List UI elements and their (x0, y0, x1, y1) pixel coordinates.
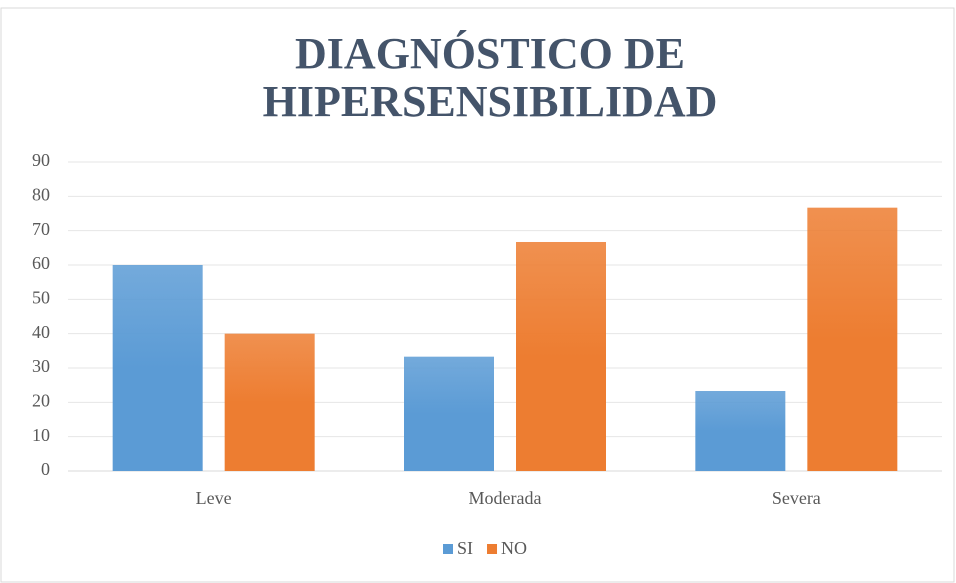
y-tick-label: 0 (41, 459, 50, 479)
bar (404, 356, 494, 471)
legend-label: SI (457, 538, 473, 558)
bar (224, 333, 315, 471)
chart-title: HIPERSENSIBILIDAD (263, 77, 718, 126)
y-tick-label: 80 (32, 184, 50, 204)
y-tick-label: 50 (32, 287, 50, 307)
y-tick-label: 60 (32, 253, 50, 273)
y-tick-label: 90 (32, 150, 50, 170)
y-tick-label: 10 (32, 425, 50, 445)
y-tick-label: 70 (32, 219, 50, 239)
chart-title: DIAGNÓSTICO DE (295, 29, 685, 78)
bar (112, 265, 203, 471)
bar (807, 207, 898, 471)
y-tick-label: 40 (32, 322, 50, 342)
bar (695, 391, 786, 471)
legend-swatch (487, 544, 498, 554)
bar (516, 241, 606, 471)
x-tick-label: Moderada (469, 488, 542, 508)
x-tick-label: Leve (196, 488, 232, 508)
y-tick-label: 30 (32, 356, 50, 376)
x-tick-label: Severa (772, 488, 821, 508)
legend-label: NO (501, 538, 527, 558)
y-tick-label: 20 (32, 390, 50, 410)
legend-swatch (443, 544, 453, 554)
